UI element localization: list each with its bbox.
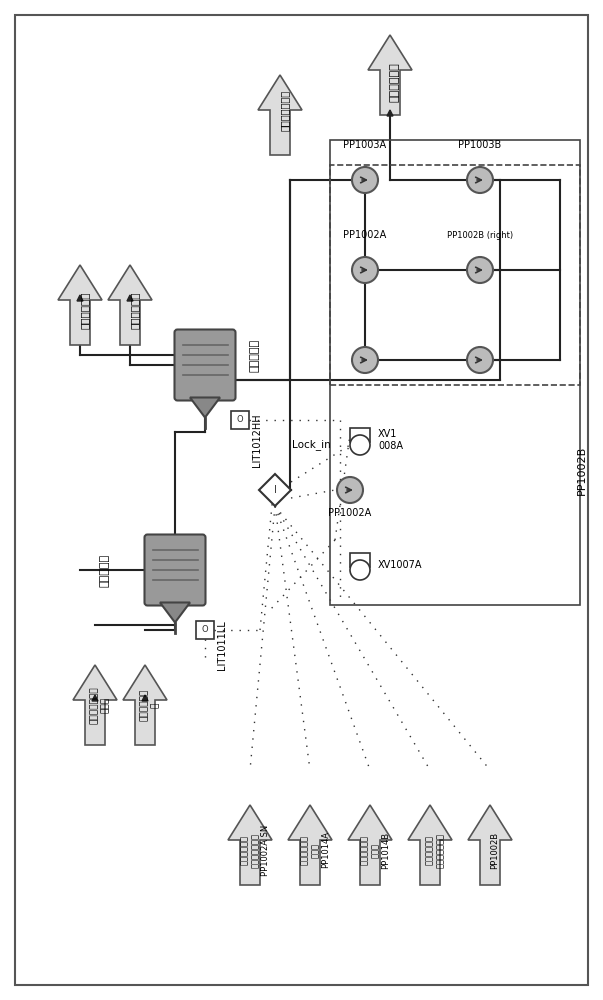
Text: PP1003A: PP1003A: [344, 140, 387, 150]
Text: O: O: [237, 416, 244, 424]
Bar: [350, 553, 370, 567]
Bar: [330, 140, 580, 605]
Text: PP1002B: PP1002B: [577, 445, 587, 495]
FancyBboxPatch shape: [145, 534, 206, 605]
Polygon shape: [108, 265, 152, 345]
Bar: [330, 165, 580, 385]
Text: 低温预热器: 低温预热器: [100, 553, 110, 587]
Circle shape: [467, 347, 493, 373]
Text: LIT1011LL: LIT1011LL: [217, 620, 227, 670]
Circle shape: [467, 167, 493, 193]
Polygon shape: [468, 805, 512, 885]
Polygon shape: [123, 665, 167, 745]
Text: I: I: [274, 485, 276, 495]
Polygon shape: [228, 805, 272, 885]
Polygon shape: [142, 695, 148, 701]
Text: 来自低温预热器
给料泵: 来自低温预热器 给料泵: [90, 686, 110, 724]
Text: XV1007A: XV1007A: [378, 560, 423, 570]
Polygon shape: [258, 75, 302, 155]
FancyBboxPatch shape: [174, 330, 236, 400]
Text: Lock_in: Lock_in: [292, 440, 331, 450]
Text: PP1002A: PP1002A: [343, 230, 387, 240]
Bar: [350, 428, 370, 442]
Text: XV1
008A: XV1 008A: [378, 429, 403, 451]
Text: 预热器给料泵
密封液系统正常: 预热器给料泵 密封液系统正常: [425, 832, 444, 867]
Text: 去排汽洗涤塔: 去排汽洗涤塔: [130, 291, 140, 329]
Circle shape: [350, 435, 370, 455]
Text: 预热器给料泵
密封液
PP1014A: 预热器给料泵 密封液 PP1014A: [300, 832, 330, 868]
Text: 来自中压闪蔣槽: 来自中压闪蔣槽: [280, 89, 290, 131]
Circle shape: [352, 167, 378, 193]
Text: PP1003B: PP1003B: [458, 140, 502, 150]
Text: PP1002B (right): PP1002B (right): [447, 231, 513, 239]
Text: 去高温预热器: 去高温预热器: [390, 62, 400, 102]
Polygon shape: [73, 665, 117, 745]
Polygon shape: [259, 474, 291, 506]
Text: PP1002B: PP1002B: [490, 831, 499, 869]
Polygon shape: [368, 35, 412, 115]
Text: O: O: [201, 626, 208, 635]
Polygon shape: [127, 295, 133, 301]
Text: 预热器给料泵
密封液系统正常
PP1002A SN: 预热器给料泵 密封液系统正常 PP1002A SN: [240, 824, 270, 876]
Text: LIT1012HH: LIT1012HH: [252, 413, 262, 467]
Text: 中温预热器: 中温预热器: [250, 338, 260, 372]
Circle shape: [352, 347, 378, 373]
Circle shape: [350, 560, 370, 580]
Polygon shape: [387, 110, 393, 116]
Bar: [231, 411, 249, 429]
Polygon shape: [77, 295, 83, 301]
Circle shape: [467, 257, 493, 283]
Polygon shape: [92, 695, 98, 701]
Text: 去排汽洗涤塔: 去排汽洗涤塔: [80, 291, 90, 329]
Polygon shape: [190, 397, 220, 418]
Polygon shape: [348, 805, 392, 885]
Text: 来自低压闪蔣
槽: 来自低压闪蔣 槽: [140, 689, 160, 721]
Polygon shape: [408, 805, 452, 885]
Polygon shape: [58, 265, 102, 345]
Circle shape: [352, 257, 378, 283]
Polygon shape: [288, 805, 332, 885]
Text: 预热器给料泵
密封液
PP1014B: 预热器给料泵 密封液 PP1014B: [360, 831, 390, 869]
Bar: [196, 621, 214, 639]
Text: PP1002A: PP1002A: [329, 508, 371, 518]
Polygon shape: [160, 602, 190, 622]
Circle shape: [337, 477, 363, 503]
